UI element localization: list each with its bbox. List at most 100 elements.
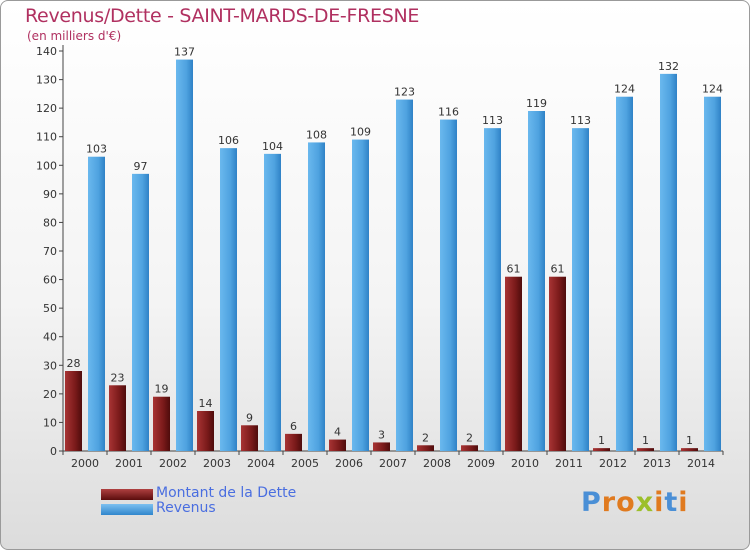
y-tick-label: 0 xyxy=(50,445,57,458)
x-tick-label: 2000 xyxy=(71,457,99,470)
bar-revenus xyxy=(704,96,721,451)
chart-subtitle: (en milliers d'€) xyxy=(27,29,122,43)
data-label-revenus: 124 xyxy=(702,83,723,96)
data-label-dette: 1 xyxy=(686,434,693,447)
data-label-revenus: 106 xyxy=(218,134,239,147)
legend-item-dette: Montant de la Dette xyxy=(101,485,361,503)
legend-item-revenus: Revenus xyxy=(101,500,361,518)
legend-swatch-revenus xyxy=(101,504,153,515)
bar-revenus xyxy=(88,156,105,451)
bar-dette xyxy=(197,411,214,451)
data-label-dette: 61 xyxy=(507,263,521,276)
bar-revenus xyxy=(572,128,589,451)
legend-label-dette: Montant de la Dette xyxy=(156,485,297,501)
bar-revenus xyxy=(616,96,633,451)
y-tick-label: 90 xyxy=(43,188,57,201)
bar-dette xyxy=(153,396,170,451)
x-tick-label: 2005 xyxy=(291,457,319,470)
x-tick-label: 2009 xyxy=(467,457,495,470)
data-label-revenus: 119 xyxy=(526,97,547,110)
x-tick-label: 2006 xyxy=(335,457,363,470)
data-label-dette: 61 xyxy=(551,263,565,276)
logo-letter: i xyxy=(678,487,689,518)
bar-revenus xyxy=(264,153,281,451)
logo-letter: o xyxy=(616,487,636,518)
data-label-dette: 23 xyxy=(111,371,125,384)
bar-revenus xyxy=(660,73,677,451)
data-label-dette: 28 xyxy=(67,357,81,370)
logo-letter: r xyxy=(601,487,617,518)
y-tick-label: 80 xyxy=(43,216,57,229)
y-tick-label: 40 xyxy=(43,331,57,344)
chart-title: Revenus/Dette - SAINT-MARDS-DE-FRESNE xyxy=(25,5,420,27)
bar-dette xyxy=(241,425,258,451)
y-tick-label: 60 xyxy=(43,274,57,287)
data-label-revenus: 104 xyxy=(262,140,283,153)
y-tick-label: 110 xyxy=(36,131,57,144)
y-tick-label: 100 xyxy=(36,159,57,172)
bar-dette xyxy=(109,385,126,451)
x-tick-label: 2003 xyxy=(203,457,231,470)
data-label-revenus: 113 xyxy=(570,114,591,127)
bar-revenus xyxy=(220,148,237,451)
data-label-dette: 1 xyxy=(642,434,649,447)
bar-revenus xyxy=(396,99,413,452)
data-label-revenus: 124 xyxy=(614,83,635,96)
data-label-revenus: 123 xyxy=(394,86,415,99)
data-label-dette: 6 xyxy=(290,420,297,433)
x-tick-label: 2008 xyxy=(423,457,451,470)
x-tick-label: 2007 xyxy=(379,457,407,470)
logo-letter: P xyxy=(581,487,602,518)
x-tick-label: 2014 xyxy=(687,457,715,470)
data-label-revenus: 108 xyxy=(306,128,327,141)
legend-swatch-dette xyxy=(101,489,153,500)
bar-revenus xyxy=(528,111,545,451)
data-label-dette: 14 xyxy=(199,397,213,410)
proxiti-logo: Proxiti xyxy=(581,487,689,518)
y-tick-label: 130 xyxy=(36,74,57,87)
bar-dette xyxy=(549,276,566,451)
bar-dette xyxy=(681,448,698,451)
bar-dette xyxy=(593,448,610,451)
data-label-dette: 2 xyxy=(422,431,429,444)
data-label-dette: 19 xyxy=(155,383,169,396)
x-tick-label: 2010 xyxy=(511,457,539,470)
x-tick-label: 2013 xyxy=(643,457,671,470)
y-tick-label: 70 xyxy=(43,245,57,258)
x-tick-label: 2011 xyxy=(555,457,583,470)
y-tick-label: 30 xyxy=(43,359,57,372)
bar-dette xyxy=(505,276,522,451)
data-label-dette: 9 xyxy=(246,411,253,424)
y-tick-label: 140 xyxy=(36,45,57,58)
legend-label-revenus: Revenus xyxy=(156,500,216,516)
bar-revenus xyxy=(132,173,149,451)
x-tick-label: 2004 xyxy=(247,457,275,470)
data-label-dette: 3 xyxy=(378,428,385,441)
bar-revenus xyxy=(352,139,369,452)
bar-dette xyxy=(65,371,82,451)
y-tick-label: 120 xyxy=(36,102,57,115)
bar-dette xyxy=(461,445,478,451)
data-label-revenus: 97 xyxy=(134,160,148,173)
data-label-revenus: 137 xyxy=(174,46,195,59)
data-label-dette: 2 xyxy=(466,431,473,444)
y-tick-label: 10 xyxy=(43,416,57,429)
data-label-revenus: 109 xyxy=(350,126,371,139)
logo-letter: x xyxy=(635,487,655,518)
x-tick-label: 2002 xyxy=(159,457,187,470)
bar-revenus xyxy=(308,142,325,451)
logo-letter: i xyxy=(654,487,665,518)
bar-revenus xyxy=(484,128,501,451)
bar-dette xyxy=(329,439,346,451)
data-label-revenus: 116 xyxy=(438,106,459,119)
data-label-dette: 1 xyxy=(598,434,605,447)
data-label-dette: 4 xyxy=(334,426,341,439)
y-tick-label: 50 xyxy=(43,302,57,315)
x-tick-label: 2012 xyxy=(599,457,627,470)
bar-revenus xyxy=(176,59,193,451)
data-label-revenus: 103 xyxy=(86,143,107,156)
bar-dette xyxy=(417,445,434,451)
data-label-revenus: 113 xyxy=(482,114,503,127)
